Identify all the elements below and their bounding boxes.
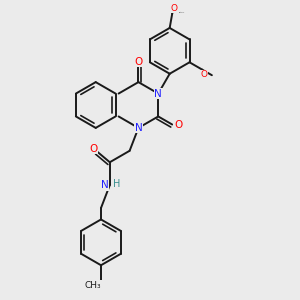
Text: CH₃: CH₃ bbox=[85, 281, 101, 290]
Text: H: H bbox=[112, 179, 120, 189]
Text: N: N bbox=[134, 123, 142, 133]
Text: O: O bbox=[170, 4, 177, 13]
Text: O: O bbox=[134, 57, 142, 67]
Text: methoxy: methoxy bbox=[178, 11, 185, 13]
Text: O: O bbox=[89, 144, 97, 154]
Text: N: N bbox=[100, 180, 108, 190]
Text: O: O bbox=[200, 70, 207, 80]
Text: O: O bbox=[174, 119, 182, 130]
Text: N: N bbox=[154, 88, 162, 99]
